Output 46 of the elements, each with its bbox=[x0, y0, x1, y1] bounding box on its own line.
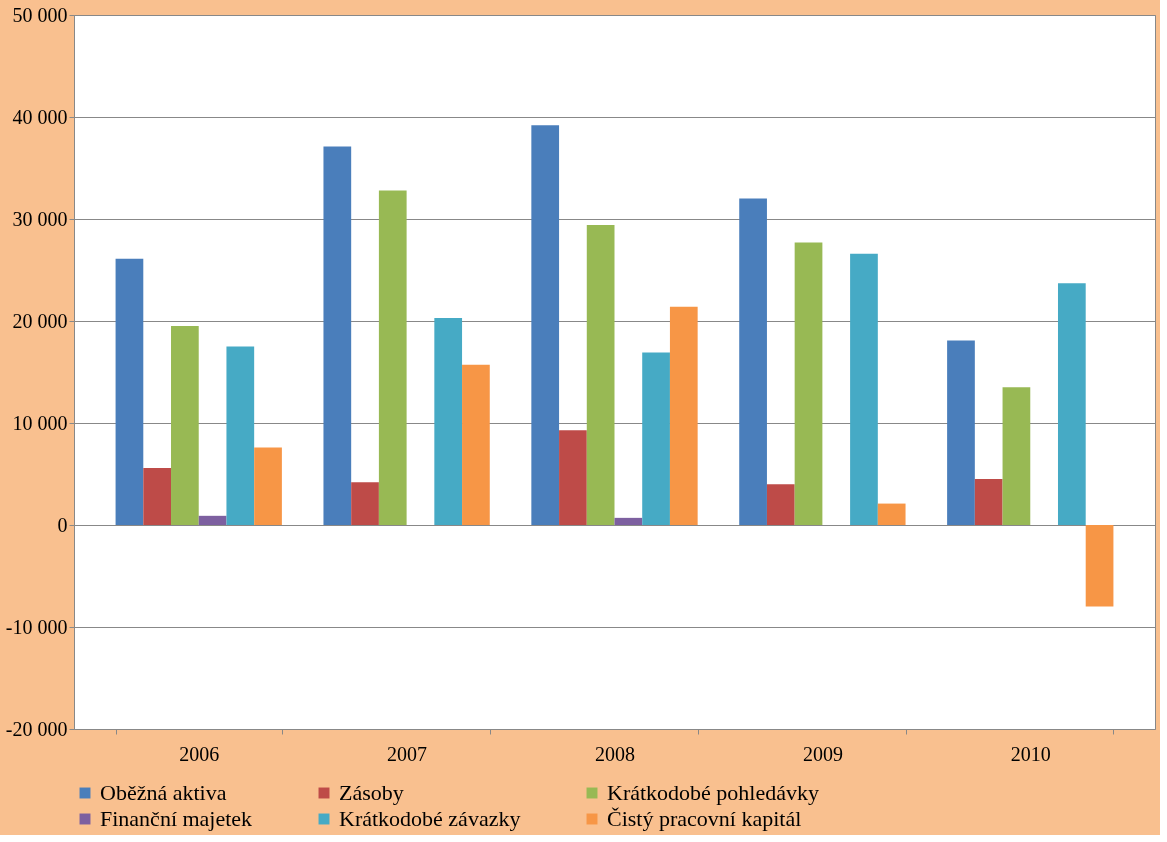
bar bbox=[462, 364, 490, 525]
bar bbox=[850, 253, 878, 525]
legend-label: Čistý pracovní kapitál bbox=[607, 806, 802, 831]
x-tick-label: 2010 bbox=[1010, 742, 1051, 765]
bar bbox=[947, 340, 975, 525]
y-tick-label: 20 000 bbox=[12, 309, 68, 332]
bar bbox=[531, 125, 560, 525]
bar bbox=[115, 258, 144, 525]
y-tick-label: -20 000 bbox=[5, 717, 68, 740]
bar bbox=[766, 484, 795, 525]
bar bbox=[877, 503, 906, 525]
x-tick-label: 2009 bbox=[802, 742, 843, 765]
bar bbox=[739, 198, 767, 525]
bar bbox=[198, 515, 227, 525]
legend-label: Krátkodobé pohledávky bbox=[607, 780, 819, 805]
bar bbox=[586, 225, 615, 525]
bar bbox=[794, 242, 823, 525]
y-tick-label: 40 000 bbox=[12, 105, 68, 128]
bar bbox=[559, 430, 587, 525]
y-tick-label: 0 bbox=[57, 513, 68, 536]
legend-label: Zásoby bbox=[339, 780, 404, 805]
bar bbox=[669, 306, 698, 525]
bar bbox=[614, 517, 643, 525]
bar bbox=[1057, 283, 1086, 525]
x-tick-label: 2006 bbox=[179, 742, 220, 765]
bar bbox=[351, 482, 379, 525]
x-tick-label: 2007 bbox=[387, 742, 428, 765]
bar bbox=[226, 346, 255, 525]
bar bbox=[434, 317, 463, 525]
bar bbox=[171, 326, 199, 525]
bar bbox=[323, 146, 352, 525]
bar bbox=[974, 479, 1003, 525]
legend-label: Krátkodobé závazky bbox=[339, 806, 521, 831]
bar bbox=[254, 447, 282, 525]
bar bbox=[378, 190, 407, 525]
y-tick-label: 30 000 bbox=[12, 207, 68, 230]
x-tick-label: 2008 bbox=[595, 742, 635, 765]
y-tick-label: 10 000 bbox=[12, 411, 68, 434]
legend-label: Oběžná aktiva bbox=[100, 780, 227, 805]
bar bbox=[642, 352, 670, 525]
legend-label: Finanční majetek bbox=[100, 806, 253, 831]
y-tick-label: -10 000 bbox=[5, 615, 68, 638]
bar bbox=[1085, 525, 1114, 607]
y-tick-label: 50 000 bbox=[12, 3, 68, 26]
bar bbox=[143, 467, 172, 525]
bar bbox=[1002, 387, 1031, 525]
